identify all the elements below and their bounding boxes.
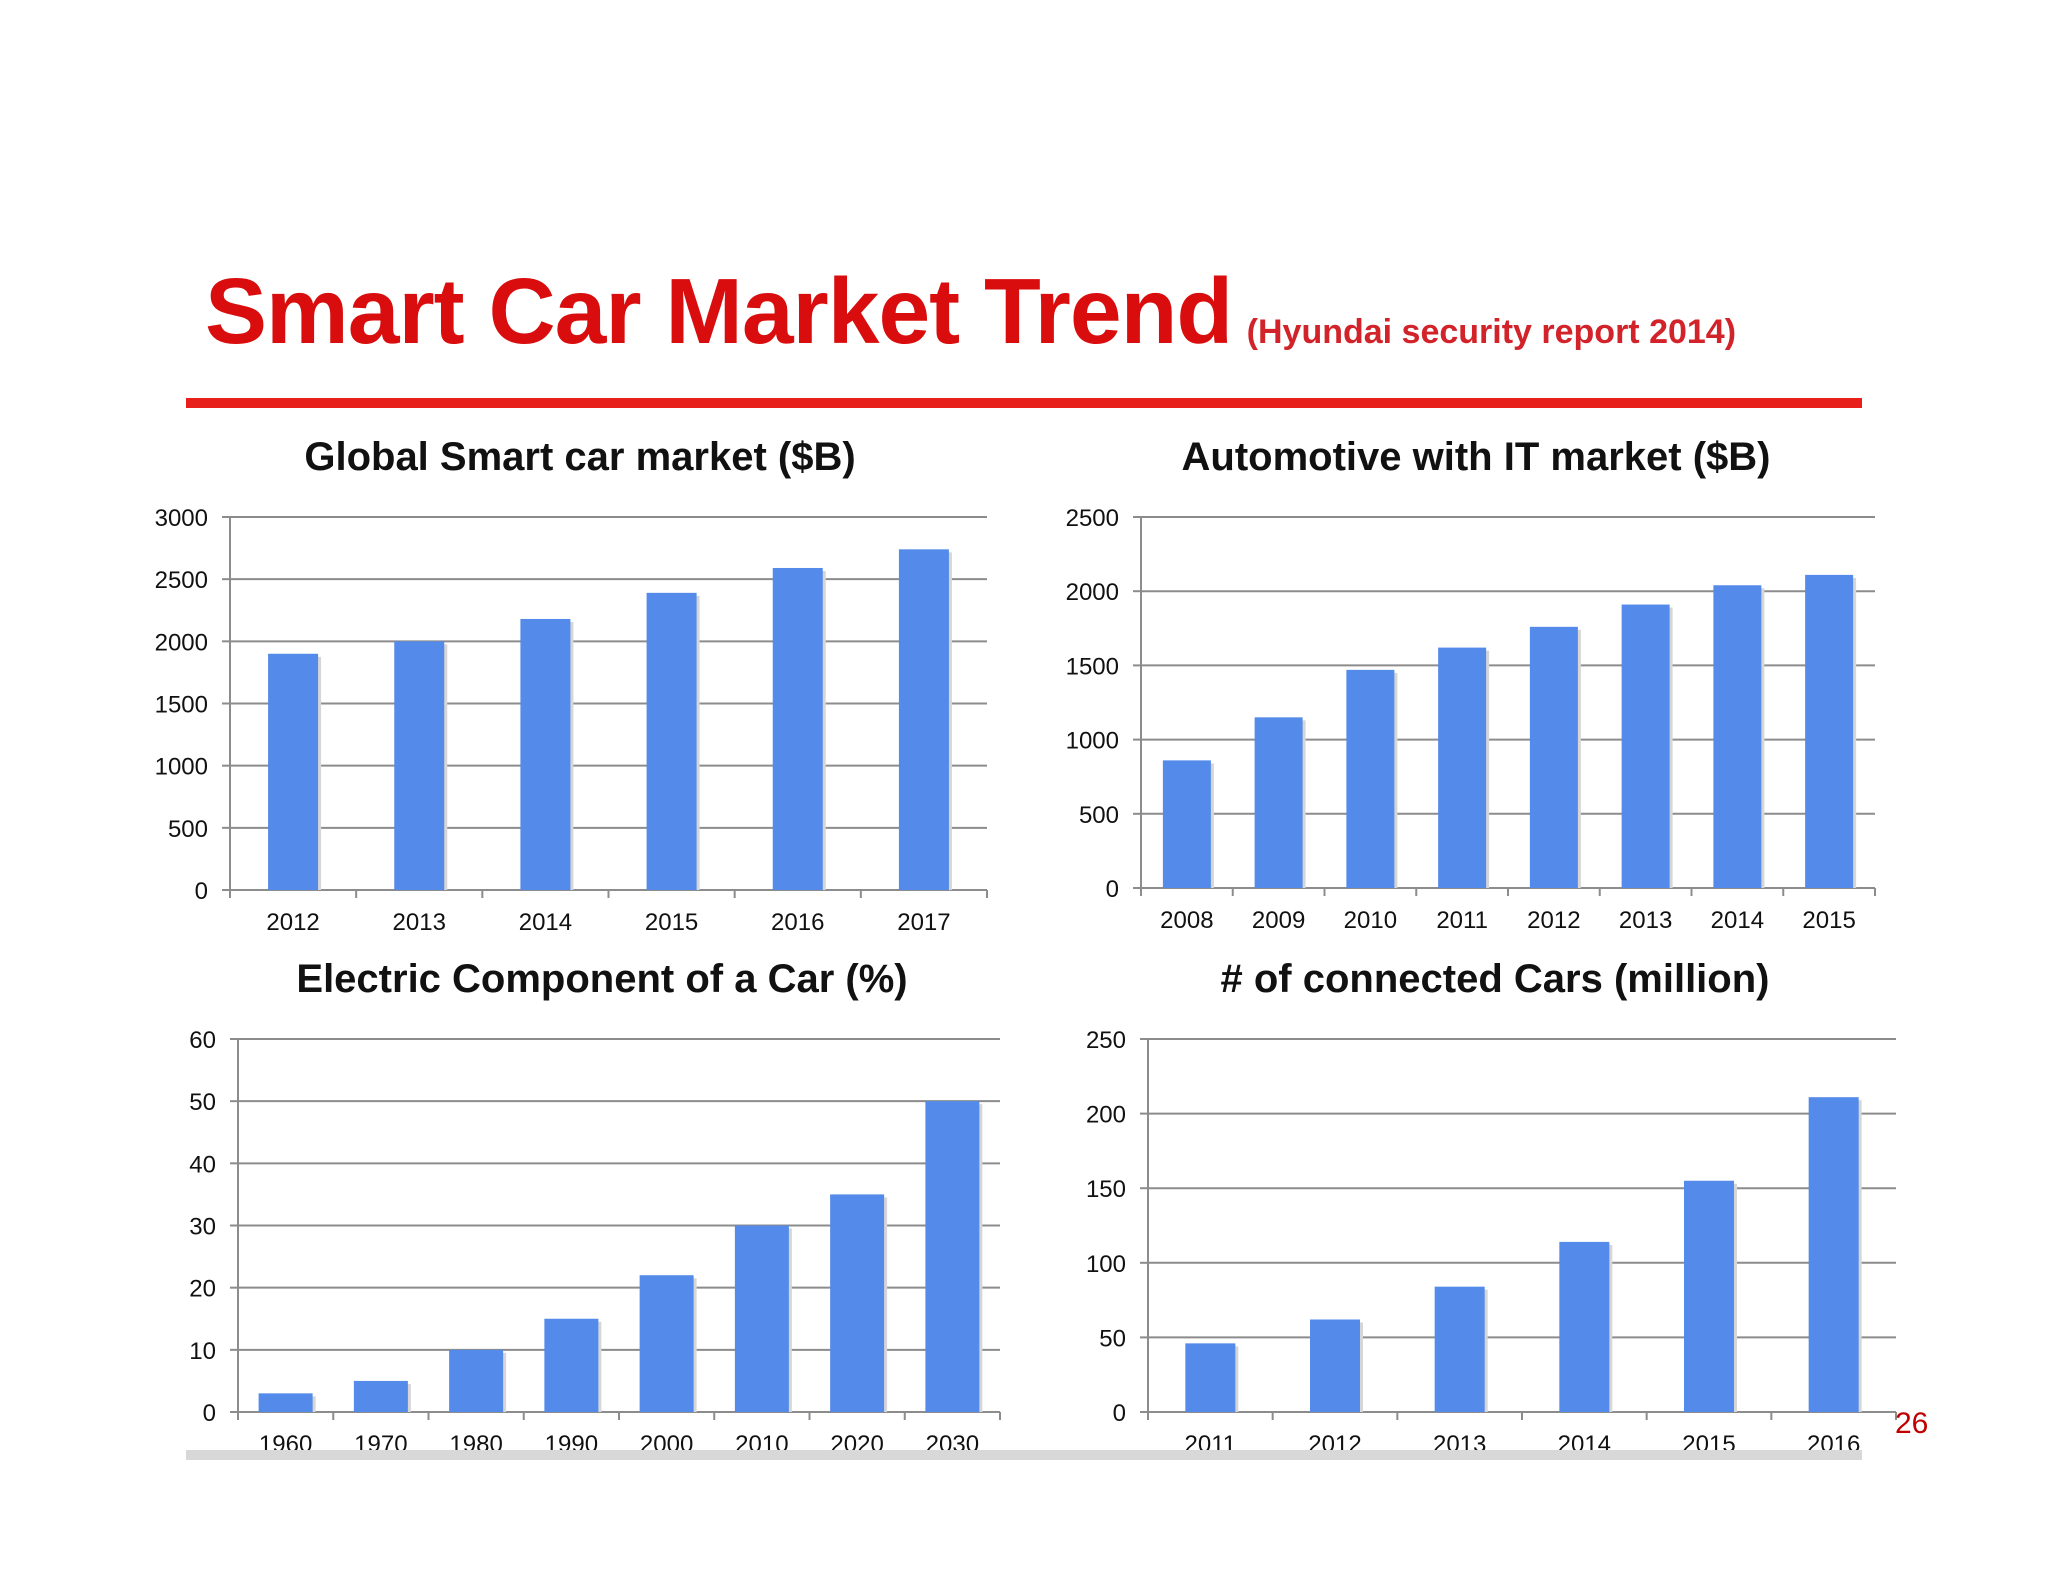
- bar: [353, 1380, 408, 1412]
- bar: [898, 549, 949, 890]
- x-tick-label: 2011: [1436, 907, 1488, 934]
- chart-title: # of connected Cars (million): [1221, 957, 1770, 1001]
- y-tick-label: 2500: [1066, 505, 1119, 532]
- y-tick-label: 100: [1086, 1251, 1126, 1278]
- y-tick-label: 20: [189, 1276, 216, 1303]
- bar: [830, 1194, 885, 1412]
- y-tick-label: 30: [189, 1214, 216, 1241]
- bar: [268, 653, 319, 890]
- y-tick-label: 1500: [155, 692, 208, 719]
- y-tick-label: 10: [189, 1338, 216, 1365]
- chart-title: Electric Component of a Car (%): [296, 957, 907, 1001]
- x-tick-label: 2017: [897, 909, 950, 936]
- y-tick-label: 40: [189, 1151, 216, 1178]
- y-tick-label: 1000: [1066, 728, 1119, 755]
- y-tick-label: 0: [1106, 876, 1119, 903]
- chart-title: Global Smart car market ($B): [304, 435, 855, 479]
- bar: [394, 641, 445, 890]
- y-tick-label: 2000: [155, 629, 208, 656]
- x-tick-label: 2014: [519, 909, 572, 936]
- x-tick-label: 2010: [1344, 907, 1397, 934]
- bar: [449, 1349, 504, 1412]
- x-tick-label: 2008: [1160, 907, 1213, 934]
- x-tick-label: 2016: [771, 909, 824, 936]
- footer-divider: [186, 1450, 1862, 1460]
- bar: [258, 1393, 313, 1412]
- bar: [772, 567, 823, 890]
- y-tick-label: 50: [1099, 1325, 1126, 1352]
- bar: [925, 1101, 980, 1412]
- slide-title: Smart Car Market Trend: [205, 259, 1233, 363]
- y-tick-label: 60: [189, 1027, 216, 1054]
- y-tick-label: 200: [1086, 1102, 1126, 1129]
- bar: [734, 1225, 789, 1412]
- y-tick-label: 2000: [1066, 579, 1119, 606]
- x-tick-label: 2012: [266, 909, 319, 936]
- bar: [1185, 1343, 1236, 1412]
- bar: [1434, 1286, 1485, 1412]
- y-tick-label: 50: [189, 1089, 216, 1116]
- chart-title: Automotive with IT market ($B): [1182, 435, 1771, 479]
- bar: [646, 592, 697, 890]
- bar: [520, 618, 571, 890]
- bar: [1559, 1241, 1610, 1412]
- bar: [1808, 1097, 1859, 1412]
- y-tick-label: 1000: [155, 754, 208, 781]
- slide-title-row: Smart Car Market Trend (Hyundai security…: [205, 258, 1736, 365]
- bar: [1684, 1180, 1734, 1412]
- x-tick-label: 2014: [1711, 907, 1764, 934]
- y-tick-label: 150: [1086, 1176, 1126, 1203]
- x-tick-label: 2009: [1252, 907, 1305, 934]
- bar: [1254, 717, 1303, 888]
- bar: [1162, 760, 1211, 888]
- x-tick-label: 2013: [1619, 907, 1672, 934]
- y-tick-label: 0: [203, 1400, 216, 1427]
- y-tick-label: 0: [195, 878, 208, 905]
- x-tick-label: 2013: [393, 909, 446, 936]
- y-tick-label: 500: [168, 816, 208, 843]
- x-tick-label: 2012: [1527, 907, 1580, 934]
- page-number: 26: [1895, 1407, 1929, 1440]
- y-tick-label: 0: [1113, 1400, 1126, 1427]
- bar: [544, 1318, 599, 1412]
- y-tick-label: 3000: [155, 505, 208, 532]
- bar: [1310, 1319, 1360, 1412]
- slide-subtitle: (Hyundai security report 2014): [1246, 313, 1737, 351]
- y-tick-label: 500: [1079, 802, 1119, 829]
- bar: [1438, 647, 1487, 888]
- y-tick-label: 250: [1086, 1027, 1126, 1054]
- title-divider: [186, 398, 1862, 408]
- bar: [1713, 585, 1762, 888]
- y-tick-label: 1500: [1066, 653, 1119, 680]
- bar: [639, 1275, 694, 1412]
- bar: [1529, 626, 1578, 888]
- bar: [1621, 604, 1670, 888]
- y-tick-label: 2500: [155, 567, 208, 594]
- bar: [1346, 669, 1395, 888]
- bar: [1805, 574, 1854, 888]
- x-tick-label: 2015: [1802, 907, 1855, 934]
- x-tick-label: 2015: [645, 909, 698, 936]
